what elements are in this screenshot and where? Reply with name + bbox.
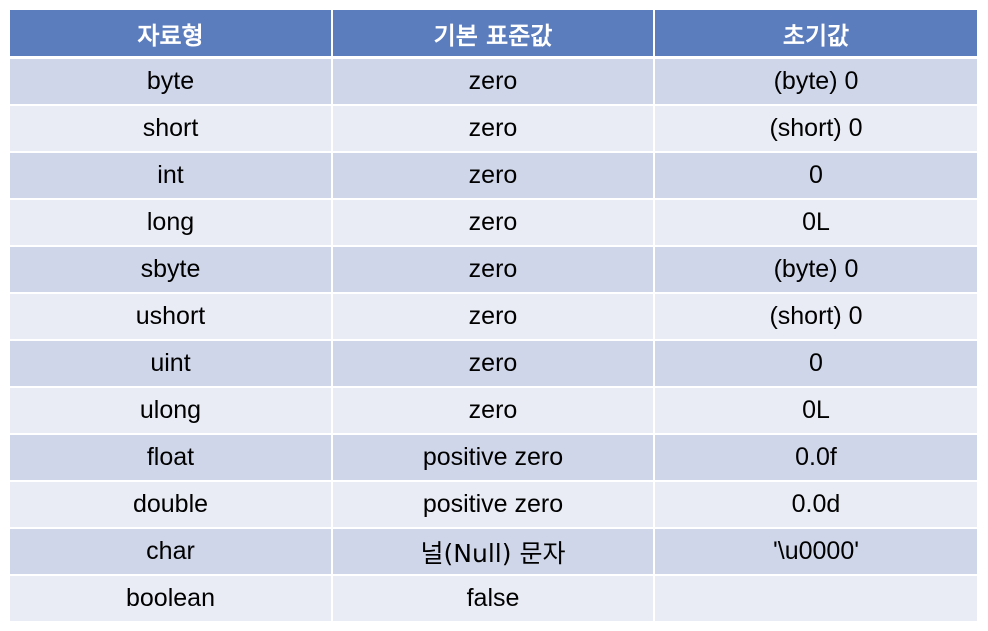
cell-type: sbyte — [10, 246, 333, 294]
cell-initial: 0 — [654, 340, 977, 388]
cell-type: char — [10, 528, 333, 576]
cell-initial: (short) 0 — [654, 293, 977, 341]
default-values-table: 자료형 기본 표준값 초기값 byte zero (byte) 0 short … — [10, 10, 977, 623]
cell-type: byte — [10, 57, 333, 106]
table-row: byte zero (byte) 0 — [10, 57, 977, 106]
table-row: long zero 0L — [10, 199, 977, 247]
cell-type: int — [10, 152, 333, 200]
table-row: char 널(Null) 문자 '\u0000' — [10, 528, 977, 576]
cell-type: float — [10, 434, 333, 482]
cell-initial: 0L — [654, 199, 977, 247]
table-row: float positive zero 0.0f — [10, 434, 977, 482]
cell-default: zero — [332, 199, 655, 247]
cell-type: uint — [10, 340, 333, 388]
table-row: uint zero 0 — [10, 340, 977, 388]
table-row: boolean false — [10, 575, 977, 623]
cell-default: zero — [332, 293, 655, 341]
cell-type: double — [10, 481, 333, 529]
cell-default: 널(Null) 문자 — [332, 528, 655, 576]
cell-type: ushort — [10, 293, 333, 341]
cell-default: positive zero — [332, 481, 655, 529]
cell-type: short — [10, 105, 333, 153]
cell-default: zero — [332, 340, 655, 388]
cell-default: zero — [332, 57, 655, 106]
cell-initial: 0L — [654, 387, 977, 435]
cell-default: zero — [332, 105, 655, 153]
cell-type: long — [10, 199, 333, 247]
cell-initial: 0.0f — [654, 434, 977, 482]
cell-initial: (byte) 0 — [654, 57, 977, 106]
cell-initial: (short) 0 — [654, 105, 977, 153]
header-default: 기본 표준값 — [332, 10, 655, 59]
cell-initial: (byte) 0 — [654, 246, 977, 294]
cell-default: zero — [332, 246, 655, 294]
table-row: int zero 0 — [10, 152, 977, 200]
table-row: short zero (short) 0 — [10, 105, 977, 153]
cell-type: boolean — [10, 575, 333, 623]
cell-initial: 0 — [654, 152, 977, 200]
table-row: double positive zero 0.0d — [10, 481, 977, 529]
table-row: ushort zero (short) 0 — [10, 293, 977, 341]
table-row: sbyte zero (byte) 0 — [10, 246, 977, 294]
header-row: 자료형 기본 표준값 초기값 — [10, 10, 977, 59]
cell-default: positive zero — [332, 434, 655, 482]
cell-initial: 0.0d — [654, 481, 977, 529]
header-initial: 초기값 — [654, 10, 977, 59]
cell-initial — [654, 575, 977, 623]
cell-default: false — [332, 575, 655, 623]
cell-default: zero — [332, 387, 655, 435]
cell-initial: '\u0000' — [654, 528, 977, 576]
cell-default: zero — [332, 152, 655, 200]
cell-type: ulong — [10, 387, 333, 435]
table-row: ulong zero 0L — [10, 387, 977, 435]
header-type: 자료형 — [10, 10, 333, 59]
